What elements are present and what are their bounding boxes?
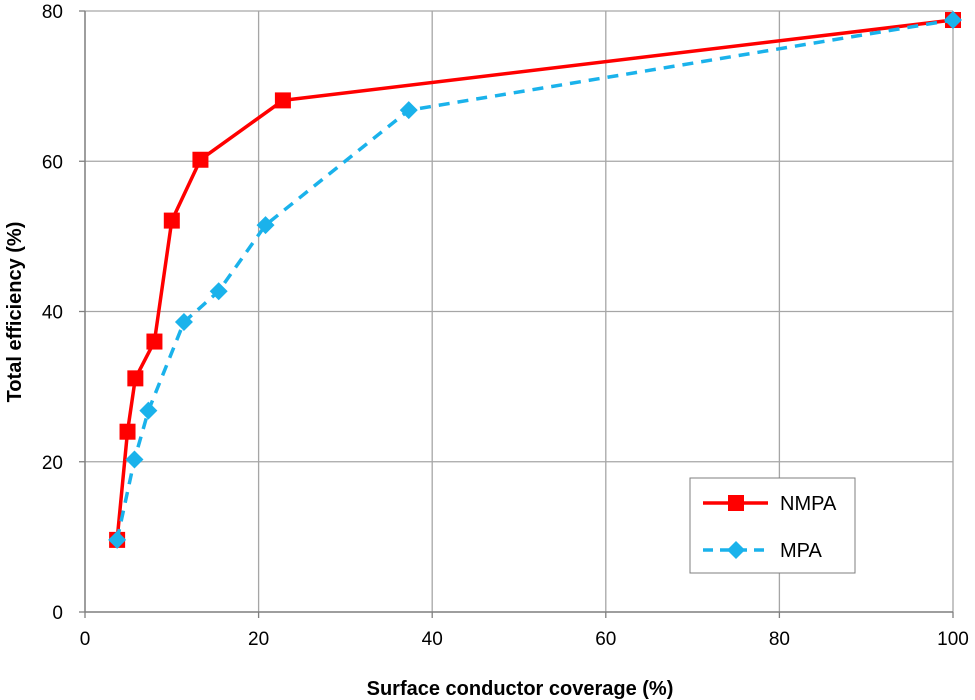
x-tick-label: 20 [248, 629, 269, 650]
x-tick-label: 60 [595, 629, 616, 650]
axes [79, 10, 954, 618]
x-tick-labels: 0 20 40 60 80 100 [80, 629, 969, 650]
point-mpa [108, 530, 127, 549]
x-tick-label: 100 [937, 629, 969, 650]
point-mpa [174, 313, 193, 332]
point-mpa [399, 101, 418, 120]
point-mpa [139, 401, 158, 420]
legend-mpa-marker [727, 541, 745, 559]
legend: NMPA MPA [689, 477, 856, 574]
point-nmpa [119, 423, 136, 440]
y-tick-label: 0 [52, 603, 63, 624]
y-tick-label: 60 [42, 152, 63, 173]
y-tick-label: 80 [42, 2, 63, 23]
grid [85, 10, 954, 612]
series-layer [108, 11, 962, 549]
x-tick-label: 80 [769, 629, 790, 650]
legend-box [689, 477, 856, 574]
legend-mpa-label: MPA [780, 540, 823, 562]
x-axis-title: Surface conductor coverage (%) [367, 678, 674, 700]
point-mpa [944, 11, 962, 30]
point-nmpa [274, 92, 291, 109]
y-tick-label: 40 [42, 303, 63, 324]
y-tick-labels: 0 20 40 60 80 [42, 2, 63, 624]
point-mpa [256, 216, 275, 235]
series-line-nmpa [115, 18, 954, 541]
point-nmpa [127, 370, 144, 387]
point-mpa [209, 282, 228, 301]
x-tick-label: 40 [422, 629, 443, 650]
series-line-mpa [115, 18, 954, 541]
legend-nmpa-label: NMPA [780, 493, 837, 515]
point-nmpa [146, 333, 163, 350]
point-mpa [125, 450, 144, 469]
y-tick-label: 20 [42, 453, 63, 474]
point-nmpa [163, 212, 180, 229]
x-tick-label: 0 [80, 629, 91, 650]
legend-nmpa-marker [728, 495, 744, 511]
y-axis-title: Total efficiency (%) [4, 222, 26, 403]
point-nmpa [192, 151, 209, 168]
